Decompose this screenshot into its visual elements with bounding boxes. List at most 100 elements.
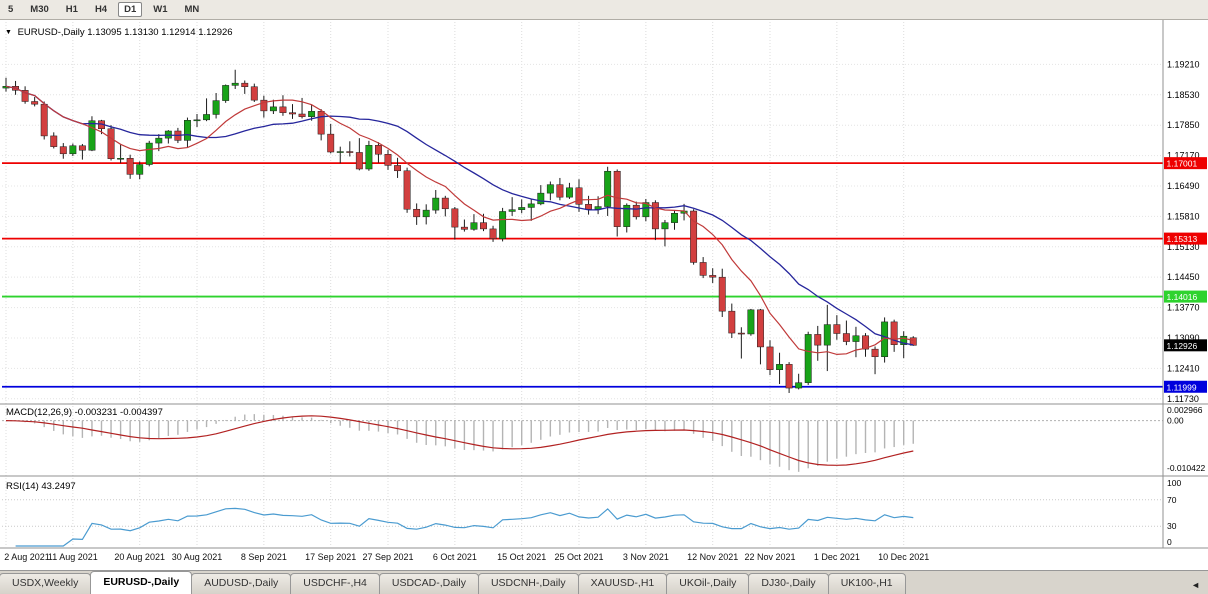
macd-indicator-header: MACD(12,26,9) -0.003231 -0.004397 <box>6 407 163 418</box>
level-price-badge-label: 1.11999 <box>1167 382 1197 392</box>
timeframe-button-d1[interactable]: D1 <box>118 2 143 17</box>
timeframe-button-mn[interactable]: MN <box>184 4 200 15</box>
date-axis-label: 10 Dec 2021 <box>878 552 929 562</box>
price-axis-label: 1.15810 <box>1167 211 1200 221</box>
candle-body <box>432 197 440 211</box>
rsi-axis-label: 30 <box>1167 521 1177 531</box>
date-axis-label: 15 Oct 2021 <box>497 552 546 562</box>
macd-label: MACD(12,26,9) -0.003231 -0.004397 <box>6 407 163 418</box>
candle-body <box>480 222 487 230</box>
candle-body <box>661 222 669 230</box>
rsi-axis-label: 100 <box>1167 478 1181 488</box>
rsi-label: RSI(14) 43.2497 <box>6 481 76 492</box>
date-axis-label: 8 Sep 2021 <box>241 552 287 562</box>
macd-axis-label: -0.010422 <box>1167 463 1206 473</box>
current-price-badge <box>1164 339 1207 352</box>
candle-body <box>78 145 86 151</box>
candle-body <box>508 209 516 212</box>
chart-menu-icon[interactable]: ▼ <box>5 29 12 36</box>
tab-scroll-left-icon[interactable]: ◄ <box>1191 580 1200 590</box>
tab-uk100-h1[interactable]: UK100-,H1 <box>827 573 906 594</box>
tab-xauusd-h1[interactable]: XAUUSD-,H1 <box>577 573 668 594</box>
candle-body <box>499 211 507 239</box>
candle-body <box>212 100 220 115</box>
candle-body <box>250 86 258 101</box>
candle-body <box>298 113 306 117</box>
tab-usdcnh-daily[interactable]: USDCNH-,Daily <box>477 573 579 594</box>
candle-body <box>451 208 459 228</box>
candle-body <box>441 197 449 210</box>
timeframe-button-5[interactable]: 5 <box>8 4 14 15</box>
tab-usdchf-h4[interactable]: USDCHF-,H4 <box>290 573 380 594</box>
timeframe-button-h1[interactable]: H1 <box>65 4 78 15</box>
timeframe-button-h4[interactable]: H4 <box>94 4 108 15</box>
candle-body <box>193 119 201 122</box>
candle-body <box>365 145 373 170</box>
tab-audusd-daily[interactable]: AUDUSD-,Daily <box>191 573 292 594</box>
candle-body <box>556 184 564 198</box>
candle-body <box>145 142 153 165</box>
candle-body <box>40 103 48 137</box>
candle-body <box>718 276 726 312</box>
candle-body <box>317 111 325 135</box>
candle-body <box>871 348 879 358</box>
chart-ohlc-values: 1.13095 1.13130 1.12914 1.12926 <box>87 27 233 38</box>
level-price-badge <box>1164 380 1207 393</box>
date-axis-label: 6 Oct 2021 <box>433 552 477 562</box>
tab-usdcad-daily[interactable]: USDCAD-,Daily <box>378 573 479 594</box>
date-axis-label: 22 Nov 2021 <box>744 552 795 562</box>
price-axis-label: 1.11730 <box>1167 394 1199 404</box>
candle-body <box>518 207 526 210</box>
candle-body <box>537 192 545 205</box>
candle-body <box>231 82 239 86</box>
candle-body <box>642 202 650 218</box>
tab-dj30-daily[interactable]: DJ30-,Daily <box>748 573 829 594</box>
price-axis-label: 1.12410 <box>1167 363 1200 373</box>
candle-body <box>842 333 850 342</box>
candle-body <box>155 137 163 144</box>
moving-average-fast-line <box>5 85 914 356</box>
candle-body <box>203 114 211 121</box>
candle-body <box>747 309 755 335</box>
candle-body <box>31 101 39 105</box>
current-price-badge-label: 1.12926 <box>1167 341 1198 351</box>
candle-body <box>833 324 841 334</box>
level-price-badge-label: 1.15313 <box>1167 234 1198 244</box>
candle-body <box>585 204 592 210</box>
candle-body <box>346 151 354 153</box>
candle-body <box>375 145 382 155</box>
candle-body <box>566 187 573 198</box>
tab-ukoil-daily[interactable]: UKOil-,Daily <box>666 573 750 594</box>
candle-body <box>527 203 535 208</box>
candle-body <box>413 208 421 218</box>
candle-body <box>690 210 698 263</box>
tab-usdx-weekly[interactable]: USDX,Weekly <box>0 573 92 594</box>
timeframe-button-w1[interactable]: W1 <box>153 4 168 15</box>
candle-body <box>671 213 678 223</box>
date-axis-label: 27 Sep 2021 <box>362 552 413 562</box>
candle-body <box>308 111 316 117</box>
candle-body <box>222 85 230 101</box>
moving-average-slow-line <box>5 85 914 346</box>
candle-body <box>289 112 296 115</box>
chart-symbol-header: ▼ EURUSD-,Daily 1.13095 1.13130 1.12914 … <box>5 27 233 38</box>
date-axis-label: 12 Nov 2021 <box>687 552 738 562</box>
level-price-badge <box>1164 290 1207 303</box>
candle-body <box>709 275 717 278</box>
date-axis-label: 30 Aug 2021 <box>172 552 223 562</box>
candle-body <box>900 335 908 345</box>
candle-body <box>890 321 898 345</box>
macd-axis-label: 0.00 <box>1167 416 1184 426</box>
candle-body <box>336 151 344 153</box>
date-axis-label: 1 Dec 2021 <box>814 552 860 562</box>
tab-eurusd-daily[interactable]: EURUSD-,Daily <box>90 571 193 594</box>
candle-body <box>355 152 363 170</box>
rsi-axis-label: 70 <box>1167 495 1177 505</box>
candle-body <box>728 310 736 334</box>
candle-body <box>241 82 249 87</box>
price-axis-label: 1.15130 <box>1167 242 1200 252</box>
candle-body <box>776 364 783 370</box>
timeframe-button-m30[interactable]: M30 <box>30 4 49 15</box>
candle-body <box>126 158 134 175</box>
